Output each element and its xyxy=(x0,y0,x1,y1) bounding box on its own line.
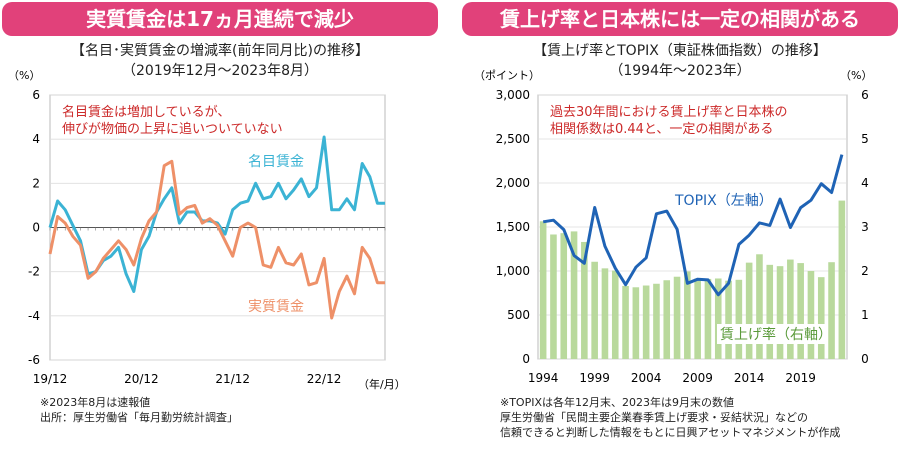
right-bar-wage xyxy=(817,277,825,359)
right-y-tick-label-left: 2,500 xyxy=(496,132,530,146)
right-bar-wage xyxy=(642,285,650,359)
right-bar-wage xyxy=(653,283,660,359)
left-y-tick-label: 2 xyxy=(32,176,40,190)
left-series-line-1 xyxy=(48,159,385,320)
right-x-tick-label: 1999 xyxy=(579,371,610,385)
right-y-tick-label-right: 0 xyxy=(861,352,869,366)
right-panel: 賃上げ率と日本株には一定の相関がある 【賃上げ率とTOPIX（東証株価指数）の推… xyxy=(460,0,900,450)
left-y-tick-label: 0 xyxy=(32,221,40,235)
left-banner: 実質賃金は17ヵ月連続で減少 xyxy=(2,2,438,36)
left-x-tick-label: 21/12 xyxy=(215,372,250,386)
right-bar-wage xyxy=(838,200,846,359)
left-x-tick-label: 20/12 xyxy=(124,372,159,386)
right-bar-wage xyxy=(797,263,804,359)
right-y-tick-label-right: 5 xyxy=(861,132,869,146)
right-annotation-1: 過去30年間における賃上げ率と日本株の xyxy=(550,104,788,120)
right-bar-wage xyxy=(622,285,629,359)
right-bar-wage xyxy=(766,264,774,359)
right-y-unit-right: （%） xyxy=(840,69,872,82)
right-bar-wage xyxy=(632,287,640,359)
right-y-tick-label-left: 3,000 xyxy=(496,88,530,102)
left-x-tick-label: 22/12 xyxy=(307,372,342,386)
right-y-tick-label-right: 3 xyxy=(861,220,869,234)
right-bar-wage xyxy=(745,262,753,359)
left-y-tick-label: -6 xyxy=(28,353,40,367)
right-y-tick-label-left: 0 xyxy=(522,352,530,366)
right-subtitle-2: （1994年～2023年） xyxy=(609,63,751,79)
right-bar-wage xyxy=(581,241,588,359)
right-y-tick-label-right: 1 xyxy=(861,308,869,322)
right-bar-wage xyxy=(735,279,743,359)
right-bar-wage xyxy=(694,278,701,359)
right-bar-wage xyxy=(601,268,609,359)
right-bar-wage xyxy=(539,221,547,359)
right-y-tick-label-left: 1,500 xyxy=(496,220,530,234)
left-y-tick-label: -4 xyxy=(28,309,40,323)
left-note-2: 出所：厚生労働省「毎月勤労統計調査」 xyxy=(40,411,238,424)
right-x-tick-label: 1994 xyxy=(528,371,559,385)
right-series-line-topix xyxy=(542,154,844,297)
right-bar-wage xyxy=(776,266,784,359)
left-y-tick-label: 6 xyxy=(32,88,40,102)
right-bar-wage xyxy=(756,254,763,359)
right-note-3: 信頼できると判断した情報をもとに日興アセットマネジメントが作成 xyxy=(500,426,841,439)
right-y-tick-label-left: 2,000 xyxy=(496,176,530,190)
right-y-tick-label-left: 500 xyxy=(507,308,530,322)
right-x-tick-label: 2004 xyxy=(631,371,662,385)
right-bar-wage xyxy=(570,231,578,359)
left-subtitle-2: （2019年12月～2023年8月） xyxy=(122,63,318,79)
right-bar-label-bg xyxy=(717,324,825,344)
right-chart: （ポイント） （%） 過去30年間における賃上げ率と日本株の 相関係数は0.44… xyxy=(474,69,872,385)
right-y-tick-label-right: 6 xyxy=(861,88,869,102)
right-bar-wage xyxy=(704,278,712,359)
right-bar-wage xyxy=(673,276,681,359)
left-subtitle-1: 【名目･実質賃金の増減率(前年同月比)の推移】 xyxy=(71,43,369,59)
right-note-2: 厚生労働省「民間主要企業春季賃上げ要求・妥結状況」などの xyxy=(500,411,808,424)
left-x-unit: （年/月） xyxy=(358,377,406,391)
right-bar-wage xyxy=(663,280,671,359)
right-banner: 賃上げ率と日本株には一定の相関がある xyxy=(462,2,898,36)
right-y-tick-label-right: 2 xyxy=(861,264,869,278)
left-series-label-real: 実質賃金 xyxy=(248,299,304,315)
right-bar-wage xyxy=(807,271,815,359)
right-bar-wage xyxy=(725,280,732,359)
left-panel: 実質賃金は17ヵ月連続で減少 【名目･実質賃金の増減率(前年同月比)の推移】 （… xyxy=(0,0,440,450)
left-y-tick-label: 4 xyxy=(32,132,40,146)
right-bar-wage xyxy=(684,271,691,359)
right-bar-wage xyxy=(787,259,794,359)
right-series-label-topix: TOPIX（左軸） xyxy=(674,193,773,209)
right-y-tick-label-right: 4 xyxy=(861,176,869,190)
right-bar-wage xyxy=(828,262,835,359)
left-y-tick-label: -2 xyxy=(28,265,40,279)
right-x-tick-label: 2009 xyxy=(682,371,713,385)
right-x-tick-label: 2019 xyxy=(785,371,816,385)
right-subtitle-1: 【賃上げ率とTOPIX（東証株価指数）の推移】 xyxy=(533,43,827,59)
right-bar-wage xyxy=(550,234,557,359)
right-note-1: ※TOPIXは各年12月末、2023年は9月末の数値 xyxy=(500,396,734,409)
right-bar-wage xyxy=(611,270,619,359)
left-chart: （%） （年/月） 名目賃金は増加しているが、 伸びが物価の上昇に追いついていな… xyxy=(8,69,406,391)
left-x-tick-label: 19/12 xyxy=(33,372,68,386)
left-note-1: ※2023年8月は速報値 xyxy=(40,396,151,409)
left-series-line-0 xyxy=(48,135,385,293)
left-annotation-1: 名目賃金は増加しているが、 xyxy=(62,104,230,120)
right-y-unit-left: （ポイント） xyxy=(474,69,540,82)
right-bar-wage xyxy=(714,278,722,359)
right-x-tick-label: 2014 xyxy=(734,371,765,385)
right-series-label-wage: 賃上げ率（右軸） xyxy=(720,326,832,343)
right-bar-wage xyxy=(591,261,598,359)
left-y-unit: （%） xyxy=(8,69,40,82)
left-annotation-2: 伸びが物価の上昇に追いついていない xyxy=(62,121,283,137)
right-bar-wage xyxy=(560,233,568,359)
right-y-tick-label-left: 1,000 xyxy=(496,264,530,278)
left-series-label-nominal: 名目賃金 xyxy=(248,154,304,170)
right-annotation-2: 相関係数は0.44と、一定の相関がある xyxy=(550,122,773,137)
